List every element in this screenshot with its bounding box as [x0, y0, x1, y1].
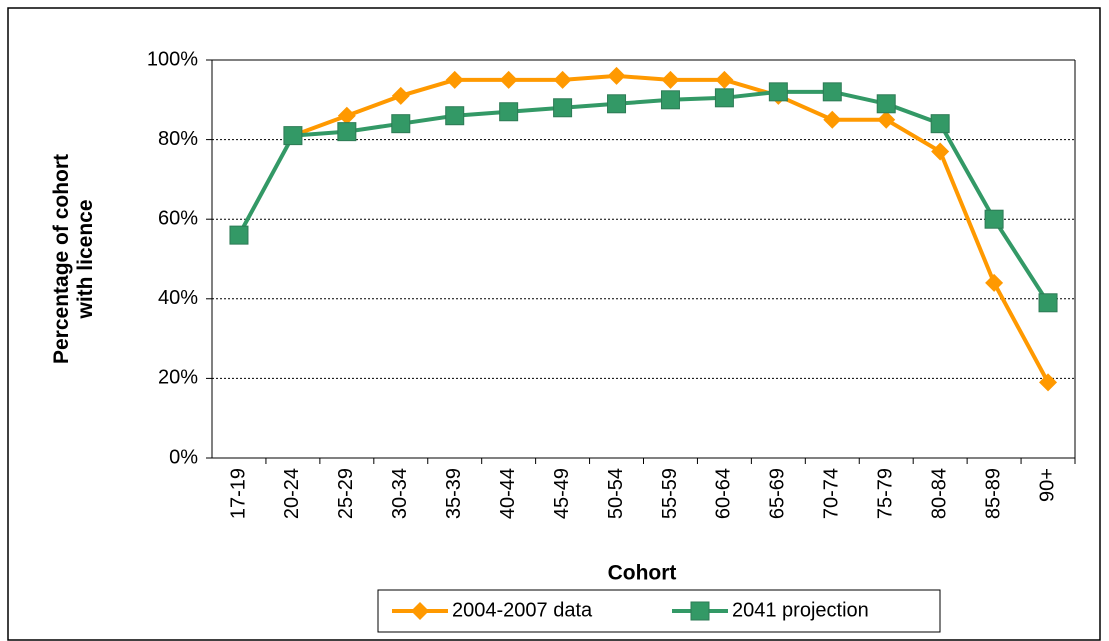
x-tick-label: 55-59 [659, 468, 681, 519]
data-point [984, 209, 1004, 229]
x-tick-label: 30-34 [389, 468, 411, 519]
x-tick-label: 20-24 [281, 468, 303, 519]
data-point [607, 66, 626, 85]
legend-box [377, 589, 941, 633]
data-point [930, 114, 950, 134]
data-point [931, 142, 950, 161]
data-point [445, 106, 465, 126]
data-point [1039, 373, 1058, 392]
data-point [499, 70, 518, 89]
x-tick-label: 90+ [1036, 468, 1058, 502]
data-point [607, 94, 627, 114]
data-point [445, 70, 464, 89]
data-point [391, 114, 411, 134]
data-point [337, 106, 356, 125]
legend-marker [690, 601, 710, 621]
data-point [715, 70, 734, 89]
legend-marker [411, 602, 429, 620]
data-point [768, 82, 788, 102]
data-point [877, 110, 896, 129]
legend-label: 2004-2007 data [452, 599, 593, 621]
x-tick-label: 65-69 [767, 468, 789, 519]
x-tick-label: 40-44 [497, 468, 519, 519]
data-point [660, 90, 680, 110]
y-tick-label: 100% [147, 48, 198, 70]
data-point [553, 98, 573, 118]
y-tick-label: 80% [158, 128, 198, 150]
x-tick-label: 17-19 [227, 468, 249, 519]
data-point [985, 273, 1004, 292]
x-tick-label: 75-79 [875, 468, 897, 519]
y-tick-label: 0% [169, 446, 198, 468]
x-tick-label: 45-49 [551, 468, 573, 519]
data-point [714, 88, 734, 108]
data-point [337, 122, 357, 142]
x-tick-label: 80-84 [928, 468, 950, 519]
data-point [876, 94, 896, 114]
x-axis-title: Cohort [608, 562, 677, 585]
series-line [237, 89, 1050, 304]
x-tick-label: 25-29 [335, 468, 357, 519]
y-tick-label: 60% [158, 207, 198, 229]
x-tick-label: 85-89 [982, 468, 1004, 519]
data-point [391, 86, 410, 105]
data-point [499, 102, 519, 122]
data-point [661, 70, 680, 89]
data-point [553, 70, 572, 89]
x-tick-label: 70-74 [821, 468, 843, 519]
x-tick-label: 50-54 [605, 468, 627, 519]
legend-label: 2041 projection [732, 599, 869, 621]
data-point [823, 110, 842, 129]
y-tick-label: 40% [158, 287, 198, 309]
data-point [229, 225, 249, 245]
data-point [822, 82, 842, 102]
y-axis-title: Percentage of cohortwith licence [50, 154, 97, 364]
y-tick-label: 20% [158, 367, 198, 389]
x-tick-label: 60-64 [713, 468, 735, 519]
data-point [283, 126, 303, 146]
data-point [1038, 293, 1058, 313]
x-tick-label: 35-39 [443, 468, 465, 519]
